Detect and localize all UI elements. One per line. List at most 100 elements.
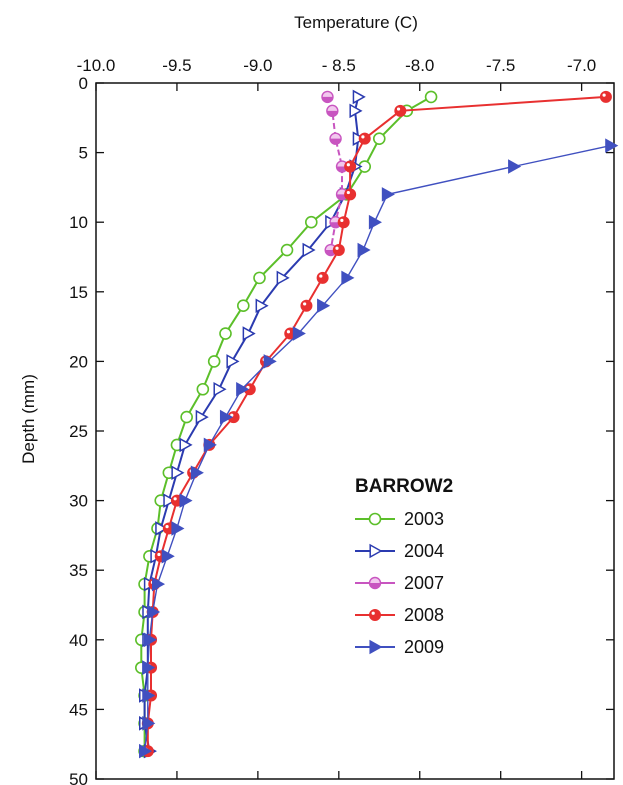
legend-label: 2007 [404, 573, 444, 593]
data-point-2008-shine [173, 497, 177, 501]
data-point-2009 [161, 549, 175, 564]
y-tick-label: 30 [69, 492, 88, 511]
data-point-2008 [337, 216, 350, 229]
legend-item-2003: 2003 [355, 509, 444, 529]
data-point-2008-body [358, 132, 371, 145]
data-point-2003 [280, 243, 294, 257]
data-point-2008-shine [303, 302, 307, 306]
data-point-2003 [372, 132, 386, 145]
legend-swatch-marker [368, 576, 382, 590]
data-point-2008-shine [335, 246, 339, 250]
legend-label: 2003 [404, 509, 444, 529]
data-point-2003 [237, 299, 250, 313]
legend-swatch-marker-body [369, 609, 381, 621]
data-point-2009 [381, 187, 395, 202]
series-2007 [321, 90, 349, 257]
data-point-2004 [163, 493, 177, 508]
data-point-2008-body [332, 244, 345, 257]
data-point-2008-body [300, 299, 313, 312]
data-point-2009 [142, 660, 156, 675]
data-point-2008-shine [346, 163, 350, 167]
data-point-2008-body [337, 216, 350, 229]
legend-swatch-marker [369, 543, 383, 559]
series-2004 [139, 89, 366, 759]
x-tick-label: -10.0 [77, 56, 116, 75]
data-point-2008-shine [319, 274, 323, 278]
series-2008 [141, 90, 612, 758]
data-point-2008-shine [346, 190, 350, 195]
data-point-2008 [394, 104, 407, 117]
data-point-2004 [255, 298, 269, 313]
legend-swatch-marker-half [369, 583, 381, 589]
y-tick-label: 20 [69, 352, 88, 371]
data-point-2004 [349, 103, 363, 119]
data-point-2009 [151, 576, 166, 592]
x-tick-label: -7.5 [486, 56, 515, 75]
data-point-2008-shine [396, 107, 401, 111]
data-point-2004 [276, 270, 290, 286]
data-point-2009 [142, 716, 156, 731]
data-point-2009 [368, 214, 382, 230]
legend-label: 2004 [404, 541, 444, 561]
legend-item-2004: 2004 [355, 541, 444, 561]
data-point-2008-shine [340, 218, 344, 222]
data-point-2007-half [330, 138, 342, 145]
data-point-2008-body [344, 160, 357, 173]
y-tick-label: 25 [69, 422, 88, 441]
data-point-2003 [304, 215, 318, 229]
series-2009 [139, 138, 619, 759]
data-point-2007 [326, 104, 339, 118]
data-point-2009 [142, 688, 156, 703]
data-point-2004 [155, 521, 169, 536]
data-point-2009 [179, 493, 193, 508]
data-point-2009 [171, 521, 185, 536]
legend-title: BARROW2 [355, 476, 453, 497]
legend-swatch-marker [369, 639, 383, 655]
data-point-2009 [219, 409, 234, 425]
data-point-2008-body [394, 104, 407, 117]
data-point-2004 [195, 409, 209, 425]
data-point-2008 [344, 188, 357, 201]
data-point-2008 [332, 244, 345, 257]
data-point-2008-shine [602, 93, 606, 97]
legend-item-2009: 2009 [355, 637, 444, 657]
data-point-2009 [139, 743, 153, 759]
data-point-2008-body [316, 271, 329, 284]
data-point-2004 [352, 89, 366, 105]
legend-label: 2008 [404, 605, 444, 625]
y-tick-label: 50 [69, 770, 88, 785]
data-point-2008-body [344, 188, 357, 201]
x-tick-label: -8.0 [405, 56, 434, 75]
data-point-2007 [329, 132, 342, 145]
data-point-2003 [253, 271, 266, 285]
data-point-2009 [203, 437, 217, 453]
data-point-2008-shine [361, 135, 365, 139]
data-point-2008 [300, 299, 313, 312]
legend-swatch-marker [369, 609, 381, 621]
series-layer [135, 89, 619, 759]
plot-frame [95, 82, 615, 780]
data-point-2009 [147, 604, 161, 620]
x-axis: -10.0 -9.5 -9.0 - 8.5 -8.0 -7.5 -7.0 [77, 56, 596, 779]
y-axis: 0 5 10 15 20 25 30 35 40 45 50 [69, 74, 614, 785]
data-point-2009 [236, 381, 250, 397]
data-point-2009 [292, 326, 306, 341]
y-tick-label: 0 [79, 74, 88, 93]
series-line-2009 [143, 144, 611, 752]
data-point-2003 [196, 382, 210, 396]
data-point-2004 [242, 326, 256, 341]
legend-swatch-marker-shine [371, 611, 375, 615]
y-tick-label: 45 [69, 700, 88, 719]
x-axis-title: Temperature (C) [294, 13, 418, 32]
data-point-2009 [605, 138, 619, 153]
x-tick-label: - 8.5 [322, 56, 356, 75]
data-point-2007 [321, 90, 334, 104]
data-point-2009 [317, 298, 331, 313]
data-point-2003 [219, 327, 232, 340]
y-tick-label: 15 [69, 283, 88, 302]
data-point-2008-shine [286, 330, 291, 334]
data-point-2004 [171, 465, 185, 481]
x-tick-label: -9.5 [162, 56, 191, 75]
data-point-2003 [424, 90, 438, 104]
